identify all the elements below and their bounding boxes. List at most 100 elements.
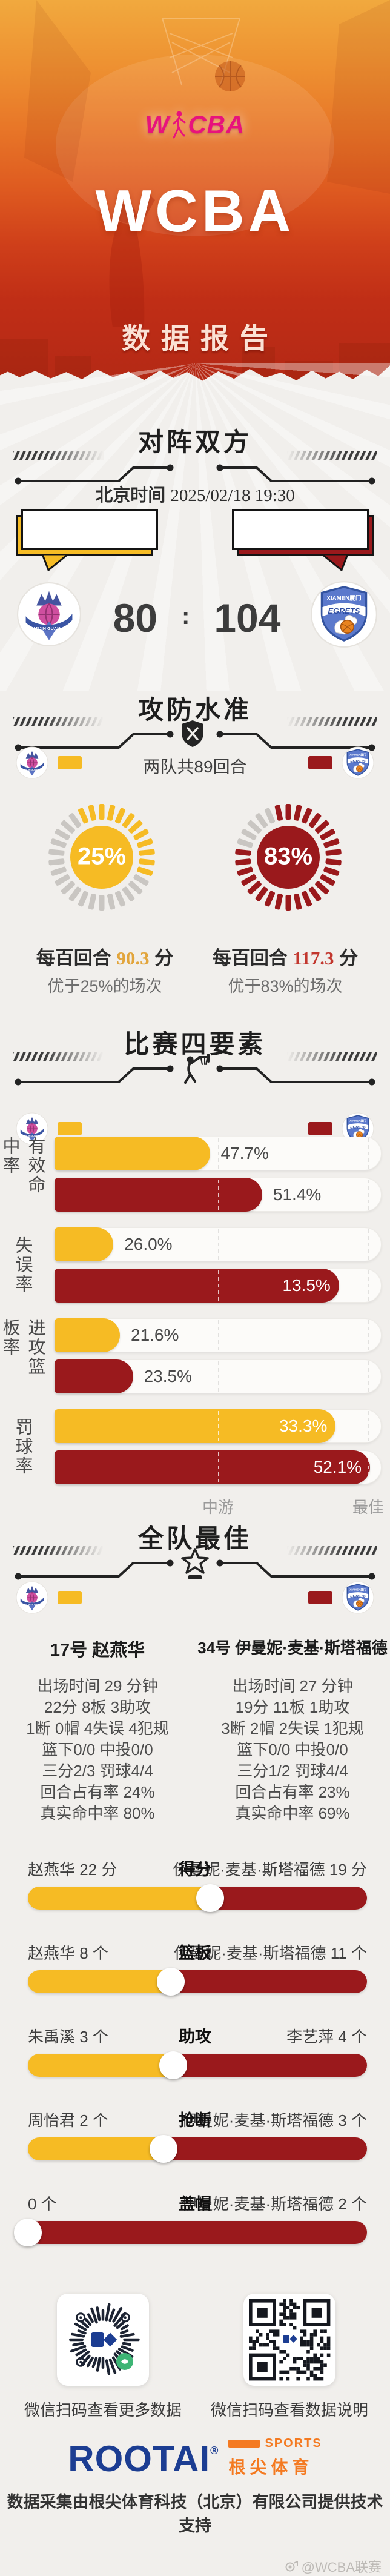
away-factor-value: 51.4%	[273, 1185, 322, 1204]
section-title-best: 全队最佳	[137, 1524, 252, 1553]
duel-bar	[14, 2219, 367, 2246]
duel-category: 得分	[179, 1861, 211, 1879]
qr-code	[243, 2294, 335, 2386]
away-team-logo-small	[342, 746, 374, 779]
duel-left-player: 0 个	[28, 2195, 57, 2213]
away-factor-bar: 13.5%	[55, 1269, 382, 1303]
away-color-swatch	[308, 756, 332, 769]
away-team-logo-small	[342, 1581, 374, 1614]
away-factor-value: 52.1%	[313, 1458, 362, 1476]
factor-label: 有效命中率	[0, 1137, 45, 1195]
possessions-note: 两队共89回合	[143, 757, 247, 776]
duel-bar	[28, 2135, 367, 2163]
away-stat-line: 真实命中率 69%	[235, 1804, 350, 1822]
gridline-mid	[218, 1361, 219, 1392]
away-per100-line: 每百回合 117.3 分	[212, 948, 359, 969]
home-better-than: 优于25%的场次	[47, 977, 162, 995]
away-color-swatch	[308, 1591, 332, 1604]
away-bar-fill	[55, 1269, 339, 1303]
home-per100-line: 每百回合 90.3 分	[36, 948, 174, 969]
away-better-than: 优于83%的场次	[228, 977, 343, 995]
home-team-name: 天津冠岚	[48, 528, 121, 548]
divider-matchup	[0, 450, 390, 492]
away-bar-fill	[55, 1178, 262, 1212]
rootai-chinese-name: 根尖体育	[228, 2458, 314, 2477]
home-duel-segment	[28, 1970, 171, 1993]
duel-bar	[28, 2051, 367, 2079]
home-stat-line: 回合占有率 24%	[40, 1783, 155, 1801]
away-factor-bar: 23.5%	[55, 1359, 382, 1393]
wcba-logo-w: W	[145, 110, 170, 139]
duel-left-player: 赵燕华 22 分	[28, 1861, 117, 1879]
section-title-pace: 攻防水准	[137, 695, 252, 724]
home-factor-value: 21.6%	[131, 1326, 179, 1344]
qr-caption-data-notes: 微信扫码查看数据说明	[210, 2401, 368, 2419]
duel-category: 抢断	[179, 2111, 211, 2130]
duel-category: 篮板	[179, 1944, 211, 1962]
away-stat-line: 三分1/2 罚球4/4	[237, 1762, 348, 1780]
weibo-eye-icon	[285, 2561, 298, 2572]
qr-caption-more-data: 微信扫码查看更多数据	[24, 2401, 182, 2419]
legend-four-factors	[0, 1112, 390, 1146]
rootai-logo: ROOTAI® SPORTS 根尖体育	[0, 2432, 390, 2478]
home-team-logo	[16, 582, 82, 647]
wechat-minicode	[57, 2294, 149, 2386]
gridline-mid	[218, 1180, 219, 1210]
duel-label-row: 朱禹溪 3 个 助攻 李艺萍 4 个	[0, 2026, 390, 2048]
home-factor-bar: 26.0%	[55, 1227, 382, 1261]
home-factor-bar: 33.3%	[55, 1409, 382, 1443]
home-factor-value: 26.0%	[124, 1235, 173, 1253]
axis-label-best: 最佳	[352, 1498, 385, 1516]
gridline-best	[368, 1229, 370, 1260]
legend-best	[0, 1581, 390, 1615]
away-stat-line: 回合占有率 23%	[235, 1783, 350, 1801]
duel-split-marker	[156, 1968, 185, 1996]
gridline-mid	[218, 1411, 219, 1441]
home-team-banner: 天津冠岚	[16, 509, 158, 572]
axis-label-mid: 中游	[202, 1498, 234, 1516]
shield-icon	[180, 719, 205, 748]
home-bar-fill	[55, 1409, 336, 1443]
duel-category: 助攻	[179, 2028, 211, 2046]
rootai-sports-label: SPORTS	[265, 2437, 322, 2450]
game-time-value: 2025/02/18 19:30	[170, 486, 295, 505]
hero-title: WCBA	[95, 178, 295, 244]
away-color-swatch	[308, 1122, 332, 1135]
away-duel-segment	[170, 1970, 367, 1993]
duel-label-row: 0 个 盖帽 伊曼妮·麦基·斯塔福德 2 个	[0, 2193, 390, 2215]
away-banner-tail	[321, 554, 349, 572]
away-duel-segment	[210, 1887, 367, 1910]
registered-mark: ®	[210, 2445, 219, 2457]
duel-right-player: 伊曼妮·麦基·斯塔福德 2 个	[181, 2195, 367, 2213]
away-duel-segment	[173, 2054, 367, 2077]
home-factor-bar: 21.6%	[55, 1318, 382, 1352]
game-time: 北京时间 2025/02/18 19:30	[0, 481, 390, 506]
home-stat-line: 篮下0/0 中投0/0	[42, 1741, 153, 1759]
away-duel-segment	[28, 2221, 367, 2244]
footer-tagline: 数据采集由根尖体育科技（北京）有限公司提供技术支持	[7, 2493, 383, 2535]
star-icon	[181, 1548, 209, 1581]
home-color-swatch	[58, 1591, 82, 1604]
home-stat-line: 1断 0帽 4失误 4犯规	[26, 1719, 169, 1738]
section-title-matchup: 对阵双方	[137, 428, 252, 456]
duel-label-row: 赵燕华 8 个 篮板 伊曼妮·麦基·斯塔福德 11 个	[0, 1942, 390, 1964]
divider-best	[0, 1545, 390, 1587]
home-banner-tail	[41, 554, 69, 572]
hero-banner: W CBA WCBA 数据报告	[0, 0, 390, 381]
section-title-four-factors: 比赛四要素	[124, 1030, 266, 1058]
gridline-mid	[218, 1452, 219, 1482]
final-score: 80 : 104	[85, 595, 309, 641]
away-team-logo	[310, 580, 378, 648]
gridline-best	[368, 1411, 370, 1441]
away-factor-bar: 51.4%	[55, 1178, 382, 1212]
home-bar-fill	[55, 1227, 114, 1261]
home-pace-gauge: 25%	[44, 800, 159, 915]
duel-right-player: 伊曼妮·麦基·斯塔福德 19 分	[173, 1861, 367, 1879]
legend-pace: 两队共89回合	[0, 746, 390, 780]
home-best-player-name: 17号 赵燕华	[50, 1641, 145, 1660]
gridline-best	[368, 1361, 370, 1392]
factor-label: 失误率	[13, 1236, 32, 1294]
duel-left-player: 赵燕华 8 个	[28, 1944, 108, 1962]
gridline-mid	[218, 1270, 219, 1301]
